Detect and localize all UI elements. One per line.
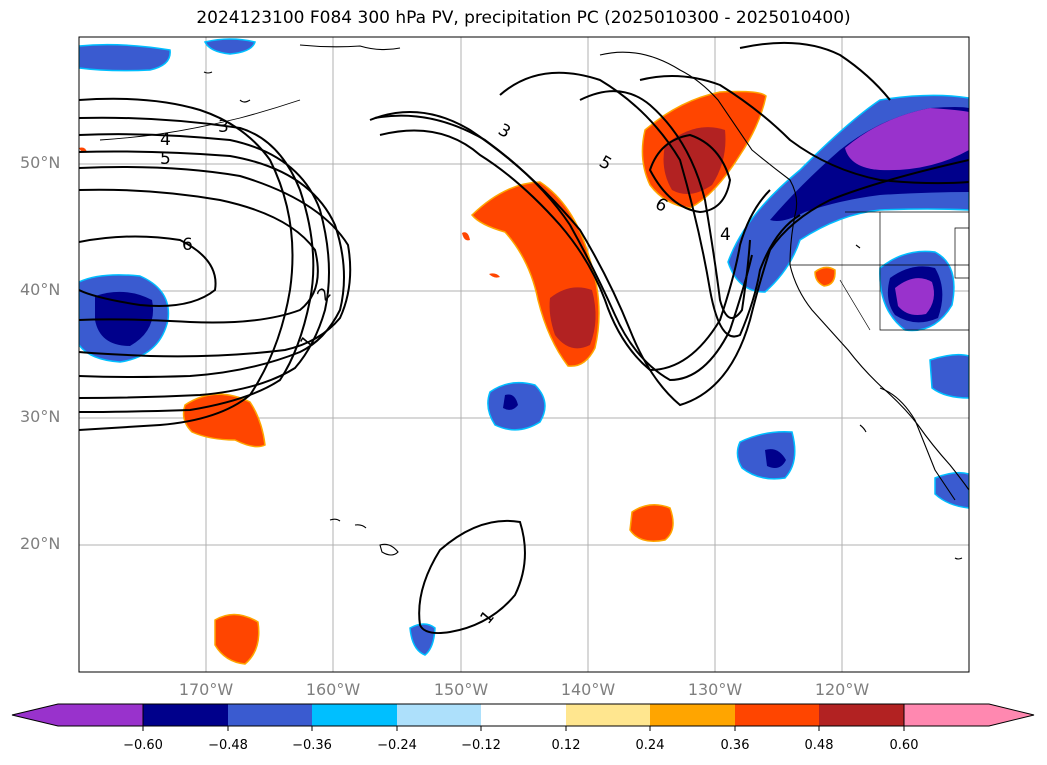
pv-label: 4 [160,130,171,150]
pv-label: 4 [720,225,731,245]
lon-label-160w: 160°W [305,680,361,699]
pv-label: 6 [182,235,193,255]
colorbar-tick: −0.60 [123,738,163,753]
pv-label: 3 [495,120,514,143]
colorbar-tick: 0.24 [635,738,665,753]
lon-label-170w: 170°W [178,680,234,699]
lat-label-40n: 40°N [20,280,61,299]
map-frame [78,36,970,673]
colorbar-tick: −0.36 [292,738,332,753]
pv-contours [79,41,969,635]
pv-label: 3 [218,117,229,137]
pv-label: 5 [160,149,171,169]
lon-label-130w: 130°W [687,680,743,699]
gridlines [79,37,969,672]
lon-label-140w: 140°W [560,680,616,699]
colorbar-tick: −0.24 [377,738,417,753]
coastlines [99,44,969,560]
lat-label-30n: 30°N [20,407,61,426]
lat-label-20n: 20°N [20,534,61,553]
lon-label-120w: 120°W [814,680,870,699]
lat-label-50n: 50°N [20,153,61,172]
lon-label-150w: 150°W [433,680,489,699]
colorbar-tick: −0.12 [461,738,501,753]
colorbar-tick: 0.48 [804,738,834,753]
contour-labels: 1 2 3 4 5 6 3 4 5 6 1 [160,117,731,628]
positive-anomaly-regions [79,90,836,665]
pv-label: 1 [477,607,499,628]
colorbar [11,703,1035,731]
pv-label: 5 [596,152,615,175]
colorbar-tick: 0.36 [720,738,750,753]
colorbar-tick: 0.60 [889,738,919,753]
colorbar-tick: 0.12 [551,738,581,753]
pv-label: 2 [314,284,336,305]
colorbar-tick: −0.48 [208,738,248,753]
pv-label: 6 [652,194,671,217]
plot-title: 2024123100 F084 300 hPa PV, precipitatio… [196,8,851,28]
